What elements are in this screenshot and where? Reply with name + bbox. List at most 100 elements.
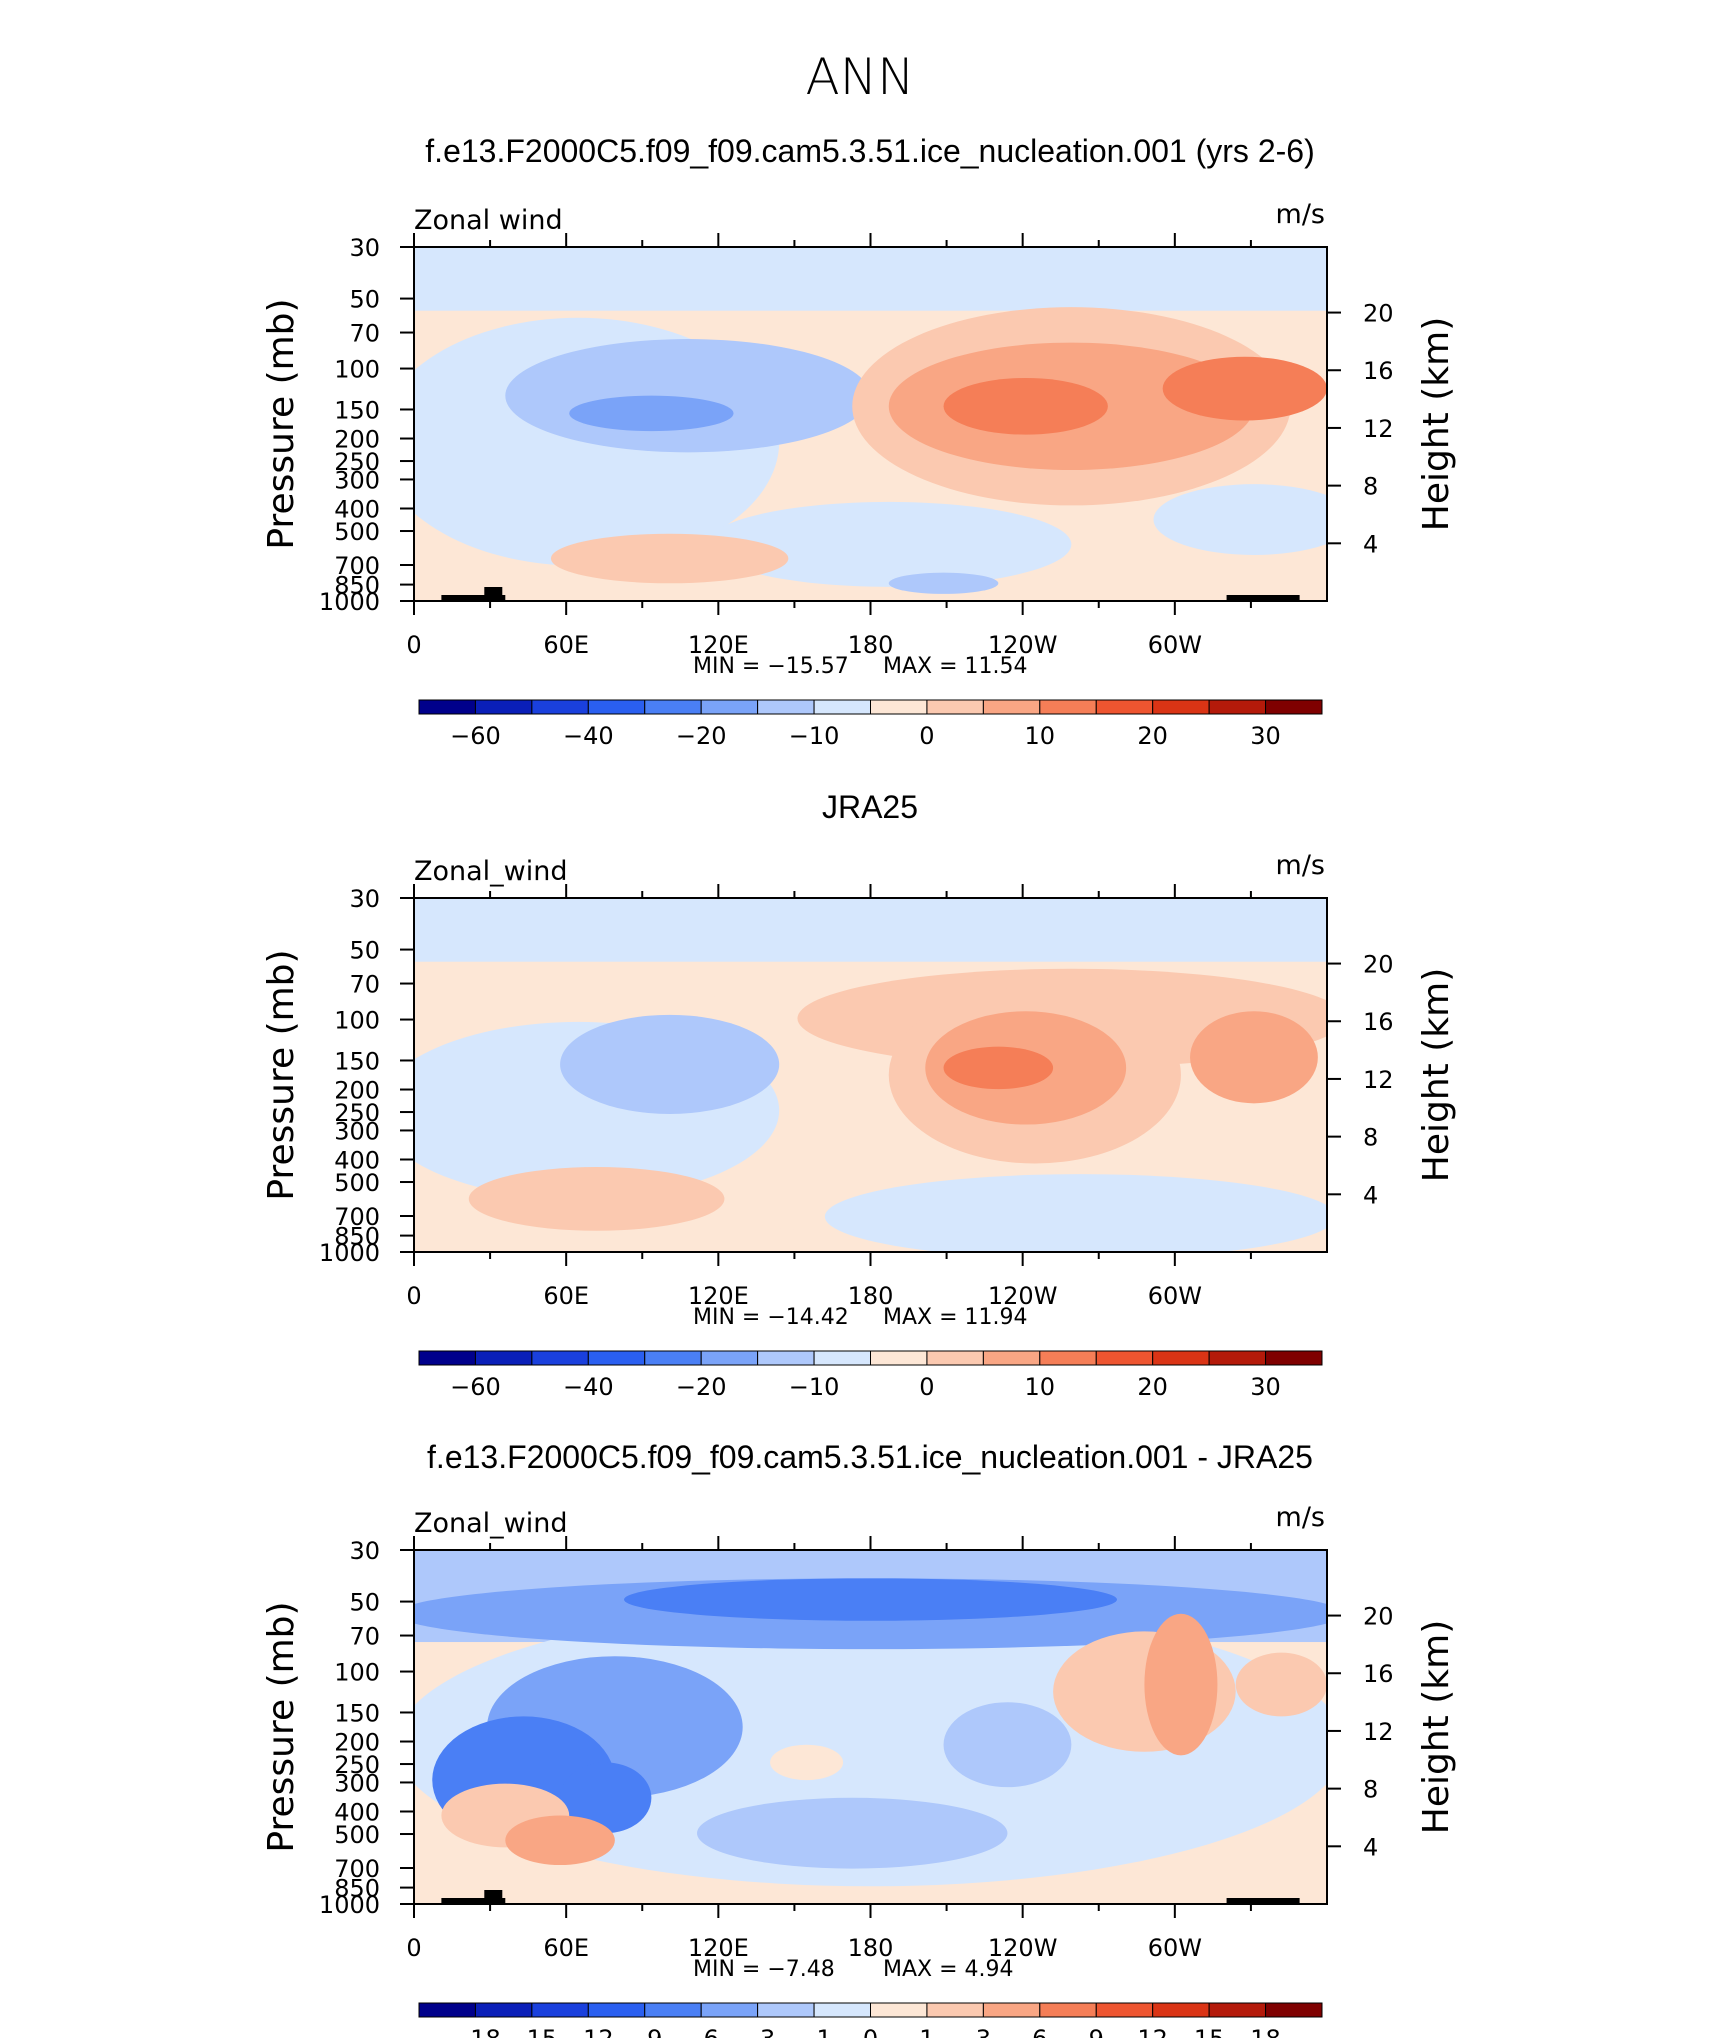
colorbar-swatch bbox=[757, 1350, 815, 1366]
pressure-tick-label: 700 bbox=[334, 1203, 380, 1231]
colorbar-swatch bbox=[982, 699, 1041, 715]
contour-region bbox=[943, 377, 1108, 435]
colorbar-label: −40 bbox=[563, 1373, 614, 1401]
min-label: MIN = −15.57 bbox=[693, 654, 849, 679]
pressure-tick-label: 100 bbox=[334, 356, 380, 384]
colorbar-swatch bbox=[700, 1350, 759, 1366]
colorbar-swatch bbox=[757, 2002, 815, 2018]
contour-region bbox=[1190, 1011, 1318, 1104]
pressure-tick-label: 50 bbox=[349, 286, 380, 314]
contour-region bbox=[505, 1815, 615, 1866]
colorbar-label: 10 bbox=[1025, 722, 1056, 750]
contour-field bbox=[414, 1550, 1327, 1904]
height-tick-label: 12 bbox=[1363, 415, 1394, 443]
contour-region bbox=[943, 1702, 1072, 1788]
pressure-tick-label: 200 bbox=[334, 1077, 380, 1105]
contour-region bbox=[550, 533, 789, 584]
colorbar-swatch bbox=[926, 699, 984, 715]
contour-region bbox=[623, 1578, 1118, 1621]
colorbar-label: −60 bbox=[450, 1373, 501, 1401]
pressure-tick-label: 70 bbox=[349, 971, 380, 999]
colorbar-swatch bbox=[1095, 699, 1154, 715]
y-axis-title-left: Pressure (mb) bbox=[261, 298, 302, 549]
pressure-tick-label: 150 bbox=[334, 396, 380, 424]
height-tick-label: 12 bbox=[1363, 1066, 1394, 1094]
colorbar-swatch bbox=[644, 1350, 702, 1366]
upper-band bbox=[414, 247, 1327, 311]
colorbar-swatch bbox=[926, 2002, 984, 2018]
pressure-tick-label: 250 bbox=[334, 1751, 380, 1779]
contour-region bbox=[1162, 356, 1327, 421]
panel-3: f.e13.F2000C5.f09_f09.cam5.3.51.ice_nucl… bbox=[261, 1439, 1457, 2038]
colorbar-swatch bbox=[982, 1350, 1041, 1366]
x-tick-label: 120W bbox=[988, 631, 1058, 659]
pressure-tick-label: 250 bbox=[334, 448, 380, 476]
colorbar-swatch bbox=[982, 2002, 1041, 2018]
contour-region bbox=[1144, 1613, 1218, 1756]
contour-region bbox=[1235, 1652, 1327, 1717]
contour-region bbox=[468, 1167, 725, 1231]
colorbar-swatch bbox=[531, 2002, 589, 2018]
colorbar-swatch bbox=[1095, 2002, 1154, 2018]
colorbar-swatch bbox=[1152, 1350, 1210, 1366]
height-tick-label: 20 bbox=[1363, 951, 1394, 979]
panel-1: f.e13.F2000C5.f09_f09.cam5.3.51.ice_nucl… bbox=[261, 133, 1457, 750]
height-tick-label: 8 bbox=[1363, 473, 1378, 501]
panel-title: f.e13.F2000C5.f09_f09.cam5.3.51.ice_nucl… bbox=[425, 133, 1314, 169]
pressure-tick-label: 70 bbox=[349, 320, 380, 348]
y-axis-title-right: Height (km) bbox=[1416, 1620, 1457, 1834]
colorbar-swatch bbox=[870, 1350, 928, 1366]
height-tick-label: 4 bbox=[1363, 530, 1378, 558]
colorbar-label: 0 bbox=[919, 1373, 934, 1401]
y-axis-title-left: Pressure (mb) bbox=[261, 949, 302, 1200]
pressure-tick-label: 500 bbox=[334, 518, 380, 546]
pressure-tick-label: 850 bbox=[334, 572, 380, 600]
contour-region bbox=[505, 339, 871, 453]
units-label: m/s bbox=[1276, 850, 1325, 881]
x-tick-label: 60W bbox=[1148, 631, 1202, 659]
x-tick-label: 180 bbox=[848, 1934, 894, 1962]
topography bbox=[1226, 595, 1300, 601]
x-tick-label: 60W bbox=[1148, 1282, 1202, 1310]
colorbar-label: 15 bbox=[1194, 2025, 1225, 2038]
height-tick-label: 16 bbox=[1363, 1660, 1394, 1688]
x-tick-label: 60E bbox=[543, 1934, 589, 1962]
contour-region bbox=[824, 1174, 1327, 1252]
colorbar-swatch bbox=[1265, 1350, 1323, 1366]
contour-region bbox=[706, 501, 1072, 587]
y-axis-title-left: Pressure (mb) bbox=[261, 1601, 302, 1852]
contour-region bbox=[770, 1744, 844, 1781]
colorbar-swatch bbox=[870, 2002, 928, 2018]
x-tick-label: 180 bbox=[848, 631, 894, 659]
colorbar-swatch bbox=[587, 699, 646, 715]
height-tick-label: 16 bbox=[1363, 1008, 1394, 1036]
pressure-tick-label: 500 bbox=[334, 1821, 380, 1849]
pressure-tick-label: 700 bbox=[334, 552, 380, 580]
contour-region bbox=[569, 395, 734, 432]
x-tick-label: 120W bbox=[988, 1282, 1058, 1310]
colorbar-swatch bbox=[757, 699, 815, 715]
pressure-tick-label: 100 bbox=[334, 1659, 380, 1687]
colorbar-swatch bbox=[474, 2002, 533, 2018]
pressure-tick-label: 30 bbox=[349, 1537, 380, 1565]
colorbar-label: −10 bbox=[789, 1373, 840, 1401]
x-tick-label: 60W bbox=[1148, 1934, 1202, 1962]
pressure-tick-label: 400 bbox=[334, 495, 380, 523]
panel-title: f.e13.F2000C5.f09_f09.cam5.3.51.ice_nucl… bbox=[427, 1439, 1313, 1475]
height-tick-label: 12 bbox=[1363, 1718, 1394, 1746]
colorbar-swatch bbox=[1208, 699, 1267, 715]
colorbar-label: 10 bbox=[1025, 1373, 1056, 1401]
units-label: m/s bbox=[1276, 199, 1325, 230]
x-tick-label: 0 bbox=[406, 1934, 421, 1962]
contour-region bbox=[943, 1046, 1054, 1090]
topography bbox=[441, 1898, 506, 1904]
colorbar-label: −10 bbox=[789, 722, 840, 750]
colorbar-swatch bbox=[1208, 1350, 1267, 1366]
pressure-tick-label: 150 bbox=[334, 1047, 380, 1075]
x-tick-label: 120E bbox=[688, 1282, 749, 1310]
colorbar-swatch bbox=[1152, 2002, 1210, 2018]
height-tick-label: 20 bbox=[1363, 300, 1394, 328]
pressure-tick-label: 500 bbox=[334, 1169, 380, 1197]
pressure-tick-label: 250 bbox=[334, 1099, 380, 1127]
